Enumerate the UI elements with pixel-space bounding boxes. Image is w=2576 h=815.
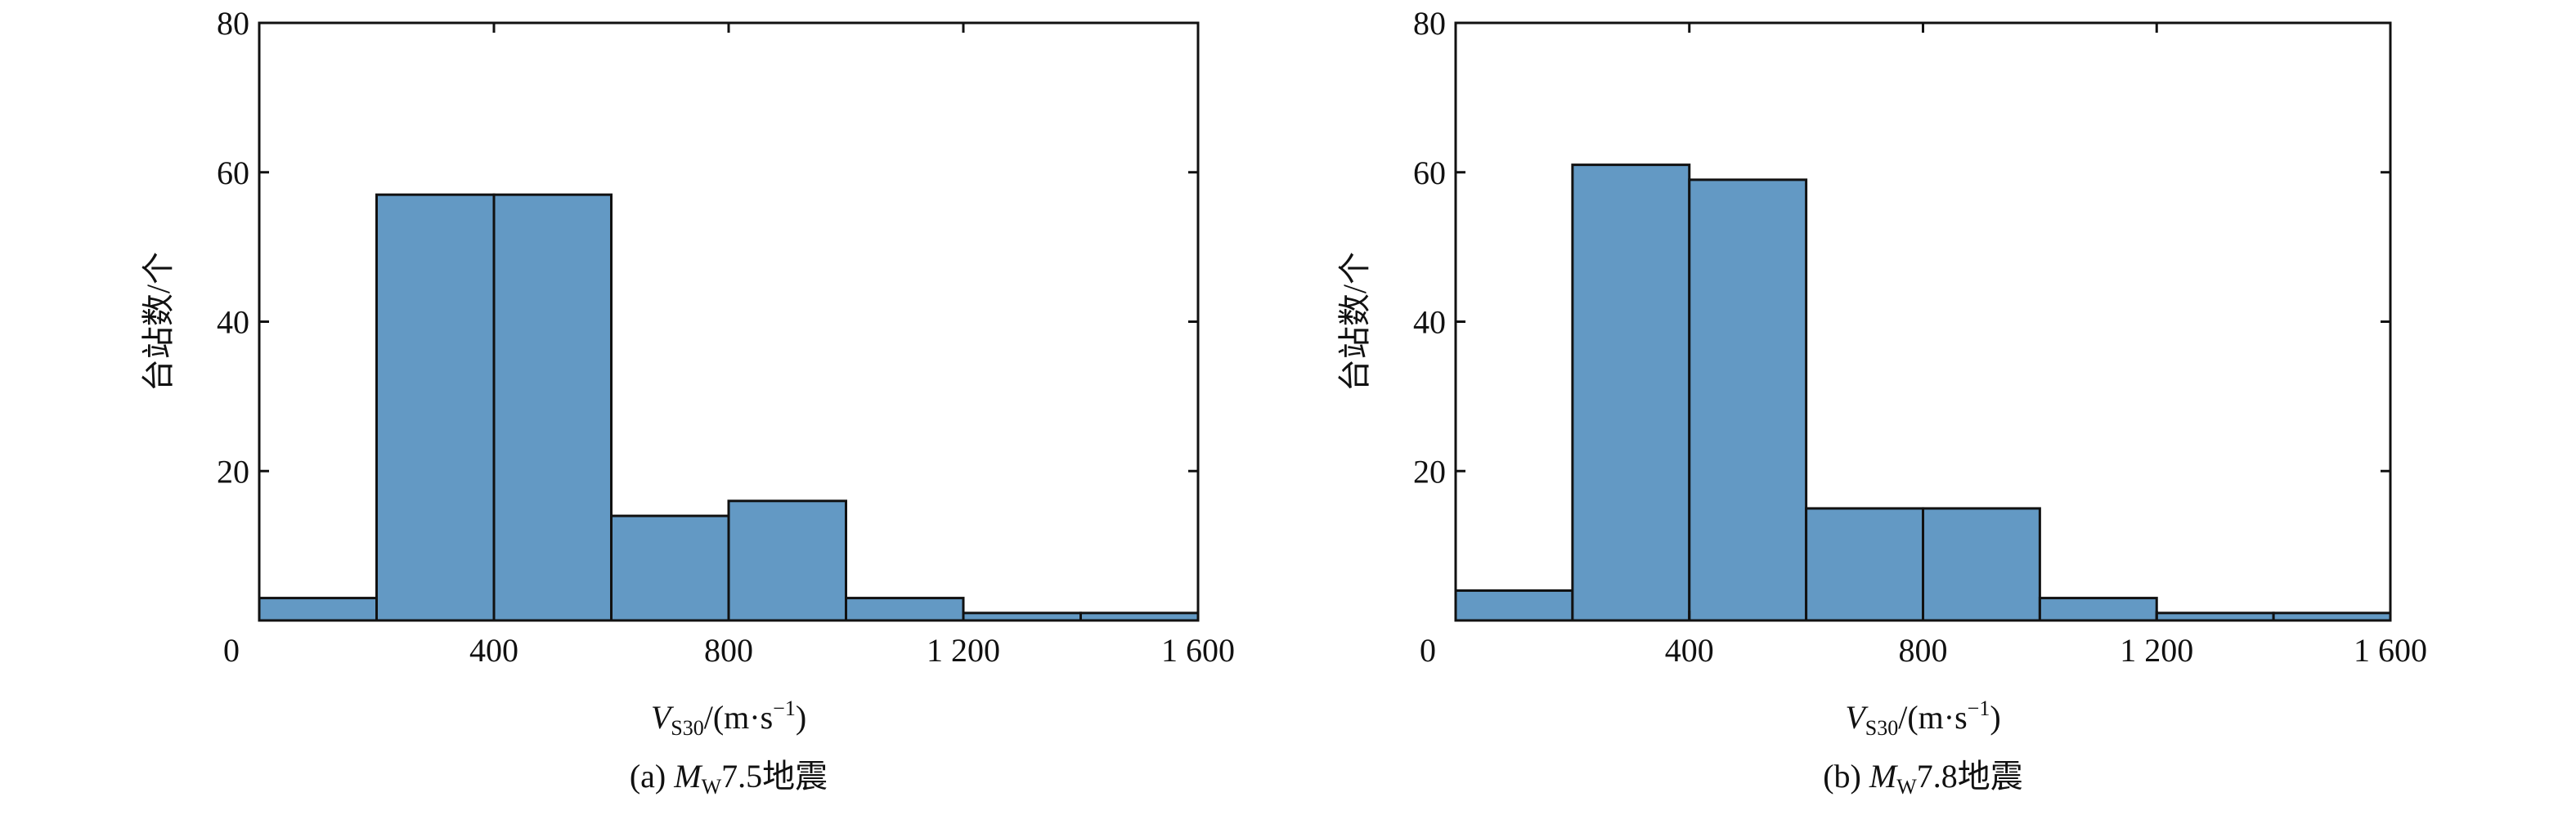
x-tick-label: 0 xyxy=(1420,632,1436,669)
x-tick-label: 1 600 xyxy=(2354,632,2427,669)
x-label-symbol: V xyxy=(1845,699,1869,736)
bar xyxy=(1805,507,1924,622)
caption-sub: W xyxy=(1896,775,1917,799)
y-tick-label: 80 xyxy=(1413,5,1446,42)
caption-prefix: (b) xyxy=(1823,758,1869,795)
x-label-sub: S30 xyxy=(1865,716,1898,740)
bar xyxy=(1688,178,1808,622)
bar xyxy=(727,499,847,622)
caption-rest: 7.5地震 xyxy=(721,758,828,795)
bar xyxy=(258,597,378,622)
x-label-sub: S30 xyxy=(671,716,703,740)
bar xyxy=(375,193,496,622)
x-label-symbol: V xyxy=(651,699,675,736)
y-axis-label: 台站数/个 xyxy=(140,252,177,392)
x-tick-label: 400 xyxy=(469,632,518,669)
caption-rest: 7.8地震 xyxy=(1917,758,2023,795)
caption: (b) MW7.8地震 xyxy=(1823,758,2023,799)
x-label-sup: −1 xyxy=(1968,696,1990,720)
x-tick-label: 800 xyxy=(704,632,753,669)
x-label-sup: −1 xyxy=(773,696,796,720)
y-axis-label: 台站数/个 xyxy=(1336,252,1373,392)
y-tick-label: 40 xyxy=(1413,304,1446,341)
x-label-unit: /(m·s xyxy=(704,699,773,736)
x-tick-label: 0 xyxy=(223,632,240,669)
caption: (a) MW7.5地震 xyxy=(630,758,828,799)
x-tick-label: 800 xyxy=(1899,632,1948,669)
x-tick-label: 1 200 xyxy=(927,632,1000,669)
y-tick-label: 20 xyxy=(217,453,249,490)
x-label-close: ) xyxy=(1990,699,2000,736)
y-tick-label: 80 xyxy=(217,5,249,42)
bar xyxy=(2038,597,2158,622)
x-axis-label: VS30/(m·s−1) xyxy=(651,696,806,740)
y-tick-label: 40 xyxy=(217,304,249,341)
x-label-unit: /(m·s xyxy=(1898,699,1967,736)
y-tick-label: 60 xyxy=(217,154,249,191)
x-tick-label: 400 xyxy=(1665,632,1714,669)
bar xyxy=(1454,589,1574,622)
y-tick-label: 20 xyxy=(1413,453,1446,490)
bar xyxy=(492,193,613,622)
caption-prefix: (a) xyxy=(630,758,674,795)
x-tick-label: 1 200 xyxy=(2120,632,2193,669)
y-tick-label: 60 xyxy=(1413,154,1446,191)
bar xyxy=(610,514,730,622)
bar xyxy=(1571,163,1691,622)
caption-symbol: M xyxy=(1869,758,1899,795)
x-tick-label: 1 600 xyxy=(1161,632,1235,669)
caption-sub: W xyxy=(702,775,722,799)
bar xyxy=(845,597,965,622)
x-label-close: ) xyxy=(796,699,806,736)
x-axis-label: VS30/(m·s−1) xyxy=(1845,696,2000,740)
caption-symbol: M xyxy=(673,758,703,795)
bar xyxy=(1922,507,2041,622)
